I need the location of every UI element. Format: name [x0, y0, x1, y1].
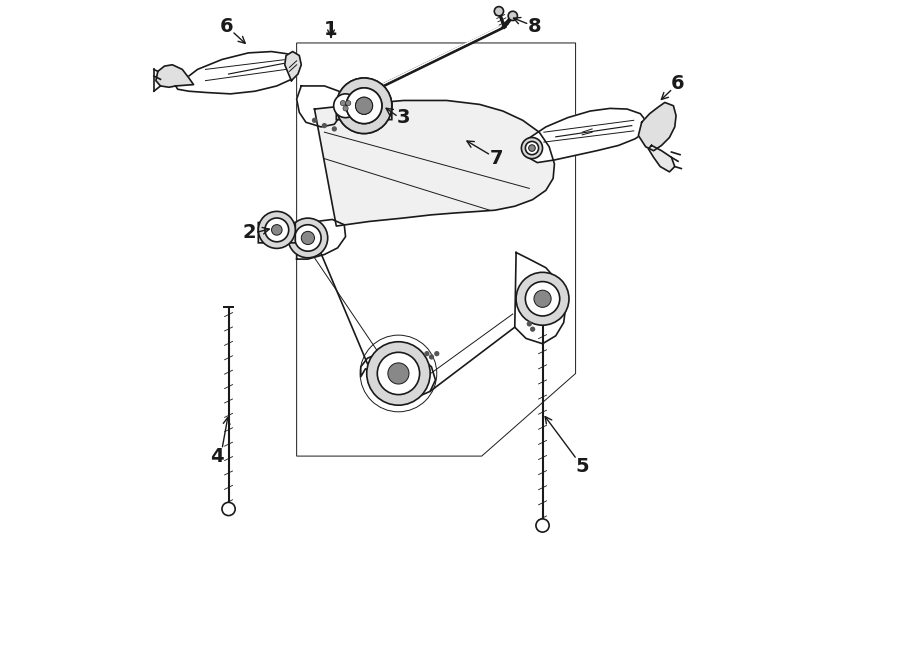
Polygon shape — [638, 102, 676, 151]
Circle shape — [343, 106, 348, 111]
FancyBboxPatch shape — [258, 223, 295, 243]
Text: 1: 1 — [324, 20, 338, 39]
Polygon shape — [314, 100, 554, 226]
Circle shape — [288, 218, 328, 258]
Circle shape — [302, 231, 314, 245]
Circle shape — [337, 78, 392, 134]
Circle shape — [356, 97, 373, 114]
Circle shape — [294, 225, 321, 251]
Circle shape — [340, 100, 346, 106]
Circle shape — [536, 519, 549, 532]
Text: 5: 5 — [575, 457, 589, 475]
Circle shape — [530, 327, 536, 332]
Circle shape — [258, 212, 295, 249]
Text: 6: 6 — [220, 17, 233, 36]
Circle shape — [346, 88, 382, 124]
Polygon shape — [648, 145, 675, 172]
Circle shape — [334, 94, 357, 118]
Polygon shape — [284, 52, 302, 81]
Circle shape — [332, 126, 337, 132]
Polygon shape — [528, 108, 647, 163]
Circle shape — [521, 137, 543, 159]
Text: 8: 8 — [527, 17, 542, 36]
FancyBboxPatch shape — [337, 103, 392, 120]
Text: 3: 3 — [397, 108, 410, 127]
Circle shape — [222, 502, 235, 516]
Circle shape — [377, 352, 419, 395]
Polygon shape — [297, 86, 344, 127]
Polygon shape — [156, 65, 194, 87]
Circle shape — [322, 123, 327, 128]
Text: 4: 4 — [211, 447, 224, 465]
Circle shape — [526, 321, 532, 327]
Circle shape — [534, 290, 551, 307]
Text: 7: 7 — [490, 149, 503, 168]
Circle shape — [272, 225, 282, 235]
Circle shape — [526, 141, 538, 155]
Text: 2: 2 — [243, 223, 256, 242]
Circle shape — [434, 351, 439, 356]
Circle shape — [526, 282, 560, 316]
Circle shape — [366, 342, 430, 405]
Circle shape — [388, 363, 409, 384]
Circle shape — [346, 88, 382, 124]
Circle shape — [516, 272, 569, 325]
Circle shape — [265, 218, 289, 242]
Polygon shape — [361, 350, 436, 397]
Circle shape — [508, 11, 518, 20]
Polygon shape — [515, 253, 566, 344]
Circle shape — [528, 145, 536, 151]
Circle shape — [356, 97, 373, 114]
Text: 6: 6 — [671, 75, 685, 93]
Polygon shape — [297, 219, 346, 259]
Circle shape — [346, 100, 351, 106]
Circle shape — [424, 351, 429, 356]
Circle shape — [428, 354, 434, 360]
Circle shape — [337, 78, 392, 134]
Circle shape — [494, 7, 503, 16]
Polygon shape — [176, 52, 298, 94]
Circle shape — [312, 118, 317, 123]
